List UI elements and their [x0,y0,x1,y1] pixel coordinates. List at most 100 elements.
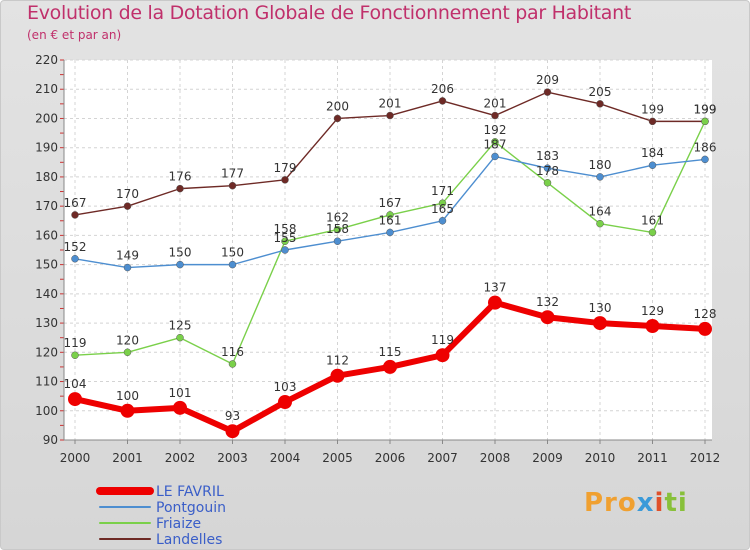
y-tick-label: 120 [35,345,58,359]
data-point-le-favril [488,295,502,310]
data-point-friaize [438,199,447,207]
data-label-pontgouin: 158 [326,222,349,236]
axes: 90 100 110 120 130 140 150 160 170 180 190 200 210 22… [35,53,720,465]
x-tick-label: 2006 [375,451,406,465]
data-label-landelles: 199 [641,102,664,116]
data-point-pontgouin [176,260,184,269]
data-label-pontgouin: 149 [116,249,139,263]
data-label-le-favril: 132 [536,295,559,309]
data-label-friaize: 171 [431,184,454,198]
series-group [68,88,712,439]
data-point-pontgouin [596,173,604,181]
data-point-le-favril [645,319,660,333]
y-tick-label: 170 [35,199,58,213]
data-label-landelles: 206 [431,82,454,96]
data-point-le-favril [173,400,187,415]
legend-label-friaize: Friaize [156,516,201,532]
chart-subtitle: (en € et par an) [27,28,122,42]
data-label-friaize: 161 [641,213,664,227]
data-point-landelles [228,181,237,190]
data-point-le-favril [698,321,712,336]
logo-part-3: i [654,488,665,518]
data-label-pontgouin: 150 [221,246,244,260]
y-tick-label: 190 [35,141,58,155]
data-label-friaize: 119 [64,336,87,350]
data-label-le-favril: 101 [169,386,192,400]
proxiti-logo: Proxiti [584,488,688,518]
data-point-friaize [281,237,289,245]
data-label-pontgouin: 152 [64,240,87,254]
data-label-friaize: 162 [326,211,349,225]
data-point-landelles [491,111,499,120]
logo-part-1: Pro [584,488,637,518]
data-point-pontgouin [386,228,394,237]
grid [64,59,712,441]
x-tick-label: 2007 [427,451,458,465]
data-point-landelles [71,211,79,219]
data-label-le-favril: 115 [379,345,402,359]
data-point-landelles [281,176,289,184]
data-point-pontgouin [701,155,709,164]
data-label-le-favril: 104 [64,377,87,391]
data-label-landelles: 177 [221,167,244,181]
data-label-landelles: 176 [169,170,192,184]
data-point-friaize [543,179,552,187]
x-tick-label: 2004 [270,451,301,465]
x-tick-label: 2011 [637,451,668,465]
data-point-landelles [596,100,604,108]
y-tick-label: 160 [35,228,58,242]
chart-title: Evolution de la Dotation Globale de Fonc… [27,2,632,24]
data-point-le-favril [435,348,450,363]
data-label-landelles: 201 [484,97,507,111]
data-label-le-favril: 100 [116,389,139,403]
data-label-landelles: 200 [326,99,349,113]
data-label-landelles: 199 [694,102,717,116]
data-label-pontgouin: 161 [379,213,402,227]
y-tick-label: 130 [35,316,58,330]
y-tick-label: 210 [35,82,58,96]
data-point-le-favril [225,424,240,439]
data-point-landelles [543,88,552,96]
x-tick-label: 2005 [322,451,353,465]
data-point-friaize [228,360,237,368]
plot-area [64,60,712,440]
data-point-pontgouin [228,260,237,269]
x-tick-label: 2001 [112,451,143,465]
data-label-pontgouin: 184 [641,146,664,160]
y-tick-label: 180 [35,170,58,184]
logo-part-2: x [636,488,655,518]
data-point-friaize [71,351,79,359]
data-label-pontgouin: 180 [589,158,612,172]
data-label-landelles: 209 [536,73,559,87]
data-label-le-favril: 130 [589,301,612,315]
data-label-le-favril: 129 [641,304,664,318]
data-label-pontgouin: 186 [694,140,717,154]
y-tick-label: 200 [35,111,58,125]
y-tick-label: 110 [35,375,58,389]
data-label-landelles: 170 [116,187,139,201]
data-label-landelles: 179 [274,161,297,175]
data-label-landelles: 201 [379,97,402,111]
data-label-le-favril: 128 [694,307,717,321]
data-label-pontgouin: 187 [484,137,507,151]
data-label-friaize: 192 [484,123,507,137]
x-tick-label: 2003 [217,451,248,465]
logo-part-4: ti [664,488,688,518]
legend-label-le-favril: LE FAVRIL [156,484,224,500]
data-point-landelles [123,202,132,210]
x-tick-label: 2000 [60,451,91,465]
data-point-friaize [596,219,604,228]
data-point-friaize [333,225,342,234]
data-label-landelles: 205 [589,85,612,99]
x-tick-label: 2008 [480,451,511,465]
legend-label-pontgouin: Pontgouin [156,500,226,516]
data-point-le-favril [120,403,135,418]
data-label-pontgouin: 150 [169,246,192,260]
y-tick-label: 140 [35,287,58,301]
y-tick-label: 150 [35,258,58,272]
data-point-pontgouin [281,246,289,254]
data-point-pontgouin [543,164,552,172]
y-tick-label: 100 [35,404,58,418]
data-point-landelles [438,97,447,105]
